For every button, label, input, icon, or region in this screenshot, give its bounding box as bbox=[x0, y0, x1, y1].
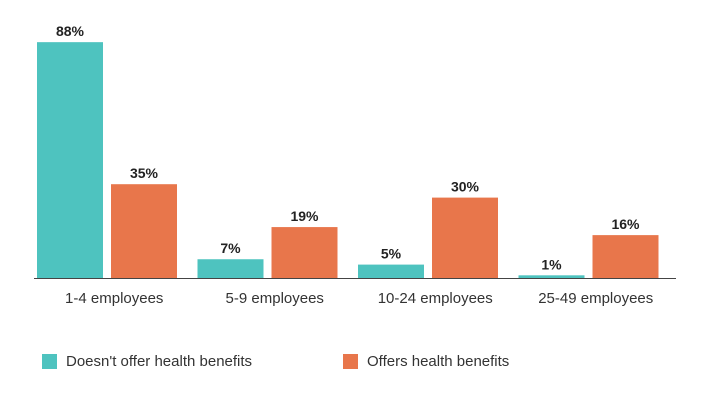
bar-offers-benefits-3 bbox=[592, 235, 659, 278]
legend-label-offers-benefits: Offers health benefits bbox=[367, 353, 510, 370]
data-label-no-benefits-0: 88% bbox=[56, 23, 85, 39]
data-label-offers-benefits-0: 35% bbox=[130, 165, 159, 181]
legend-swatch-offers-benefits bbox=[343, 354, 358, 369]
bar-no-benefits-0 bbox=[37, 42, 103, 278]
data-label-no-benefits-2: 5% bbox=[381, 246, 402, 262]
bar-no-benefits-3 bbox=[518, 275, 585, 278]
x-tick-label-2: 10-24 employees bbox=[378, 290, 493, 307]
data-label-offers-benefits-3: 16% bbox=[611, 216, 640, 232]
bar-offers-benefits-1 bbox=[271, 227, 338, 278]
data-label-no-benefits-1: 7% bbox=[220, 240, 241, 256]
chart-legend: Doesn't offer health benefits Offers hea… bbox=[0, 353, 718, 377]
legend-item-no-benefits: Doesn't offer health benefits bbox=[42, 353, 252, 370]
bar-offers-benefits-0 bbox=[111, 184, 177, 278]
data-label-offers-benefits-2: 30% bbox=[451, 179, 480, 195]
bar-offers-benefits-2 bbox=[432, 197, 498, 278]
data-label-offers-benefits-1: 19% bbox=[290, 208, 319, 224]
x-tick-label-1: 5-9 employees bbox=[226, 290, 324, 307]
legend-swatch-no-benefits bbox=[42, 354, 57, 369]
data-label-no-benefits-3: 1% bbox=[541, 256, 562, 272]
x-tick-label-3: 25-49 employees bbox=[538, 290, 653, 307]
bar-no-benefits-1 bbox=[197, 259, 264, 278]
x-tick-label-0: 1-4 employees bbox=[65, 290, 163, 307]
bar-no-benefits-2 bbox=[358, 264, 424, 278]
legend-item-offers-benefits: Offers health benefits bbox=[343, 353, 509, 370]
legend-label-no-benefits: Doesn't offer health benefits bbox=[66, 353, 253, 370]
